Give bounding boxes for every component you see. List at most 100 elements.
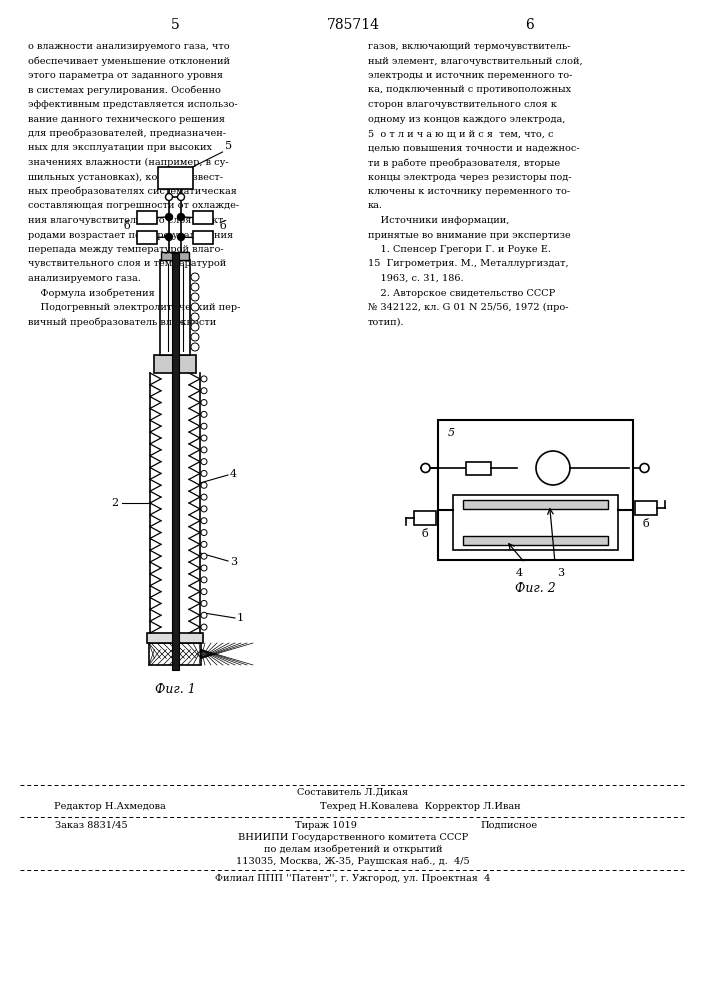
Text: обеспечивает уменьшение отклонений: обеспечивает уменьшение отклонений [28, 56, 230, 66]
Text: одному из концов каждого электрода,: одному из концов каждого электрода, [368, 114, 566, 123]
Circle shape [201, 459, 207, 465]
Text: в системах регулирования. Особенно: в системах регулирования. Особенно [28, 86, 221, 95]
Text: № 342122, кл. G 01 N 25/56, 1972 (про-: № 342122, кл. G 01 N 25/56, 1972 (про- [368, 303, 568, 312]
Circle shape [201, 470, 207, 476]
Bar [465, 462, 491, 475]
Bar [634, 501, 657, 515]
Text: Техред Н.Ковалева  Корректор Л.Иван: Техред Н.Ковалева Корректор Л.Иван [320, 802, 520, 811]
Text: электроды и источник переменного то-: электроды и источник переменного то- [368, 71, 573, 80]
Circle shape [201, 506, 207, 512]
Bar [414, 511, 436, 525]
Circle shape [201, 589, 207, 595]
Text: анализируемого газа.: анализируемого газа. [28, 274, 141, 283]
Bar [160, 260, 190, 355]
Text: Подписное: Подписное [480, 821, 537, 830]
Circle shape [177, 214, 185, 221]
Bar [193, 231, 213, 244]
Bar [137, 211, 157, 224]
Text: 4: 4 [516, 568, 523, 578]
Text: 6: 6 [525, 18, 534, 32]
Bar [462, 536, 607, 545]
Text: концы электрода через резисторы под-: концы электрода через резисторы под- [368, 172, 571, 182]
Text: ключены к источнику переменного то-: ключены к источнику переменного то- [368, 187, 570, 196]
Text: родами возрастает по мере увеличения: родами возрастает по мере увеличения [28, 231, 233, 239]
Circle shape [201, 411, 207, 417]
Circle shape [191, 283, 199, 291]
Text: Формула изобретения: Формула изобретения [28, 288, 155, 298]
Text: ВНИИПИ Государственного комитета СССР: ВНИИПИ Государственного комитета СССР [238, 833, 468, 842]
Text: Источники информации,: Источники информации, [368, 216, 509, 225]
Text: чувствительного слоя и температурой: чувствительного слоя и температурой [28, 259, 226, 268]
Text: по делам изобретений и открытий: по делам изобретений и открытий [264, 845, 443, 854]
Circle shape [191, 273, 199, 281]
Bar [154, 355, 196, 373]
Circle shape [177, 233, 185, 240]
Text: 5: 5 [225, 141, 232, 151]
Circle shape [421, 464, 430, 473]
Text: Тираж 1019: Тираж 1019 [295, 821, 357, 830]
Bar [438, 420, 633, 560]
Text: б: б [421, 529, 428, 539]
Text: вание данного технического решения: вание данного технического решения [28, 114, 225, 123]
Circle shape [201, 577, 207, 583]
Circle shape [201, 482, 207, 488]
Text: б: б [124, 221, 130, 231]
Bar [172, 253, 178, 670]
Text: сторон влагочувствительного слоя к: сторон влагочувствительного слоя к [368, 100, 557, 109]
Circle shape [640, 464, 649, 473]
Circle shape [165, 194, 173, 200]
Text: Фиг. 2: Фиг. 2 [515, 582, 556, 595]
Text: б: б [220, 221, 226, 231]
Circle shape [201, 494, 207, 500]
Text: 5: 5 [448, 428, 455, 438]
Circle shape [191, 333, 199, 341]
Bar [137, 231, 157, 244]
Circle shape [201, 541, 207, 547]
Text: о влажности анализируемого газа, что: о влажности анализируемого газа, что [28, 42, 230, 51]
Circle shape [191, 313, 199, 321]
Text: для преобразователей, предназначен-: для преобразователей, предназначен- [28, 129, 226, 138]
Bar [147, 633, 203, 643]
Circle shape [201, 518, 207, 524]
Text: вичный преобразователь влажности: вичный преобразователь влажности [28, 318, 216, 327]
Text: 113035, Москва, Ж-35, Раушская наб., д.  4/5: 113035, Москва, Ж-35, Раушская наб., д. … [236, 857, 470, 866]
Circle shape [191, 343, 199, 351]
Circle shape [191, 303, 199, 311]
Text: 2. Авторское свидетельство СССР: 2. Авторское свидетельство СССР [368, 288, 555, 298]
Text: Составитель Л.Дикая: Составитель Л.Дикая [298, 788, 409, 797]
Bar [462, 500, 607, 509]
Text: газов, включающий термочувствитель-: газов, включающий термочувствитель- [368, 42, 571, 51]
Text: 1. Спенсер Грегори Г. и Роуке Е.: 1. Спенсер Грегори Г. и Роуке Е. [368, 245, 551, 254]
Text: шильных установках), когда в извест-: шильных установках), когда в извест- [28, 172, 223, 182]
Circle shape [201, 553, 207, 559]
Bar [161, 252, 189, 260]
Text: 4: 4 [230, 469, 237, 479]
Circle shape [201, 388, 207, 394]
Circle shape [165, 214, 173, 221]
Text: ка.: ка. [368, 202, 383, 211]
Text: 2: 2 [111, 498, 118, 508]
Text: перепада между температурой влаго-: перепада между температурой влаго- [28, 245, 223, 254]
Bar [149, 643, 201, 665]
Text: 15  Гигрометрия. М., Металлургиздат,: 15 Гигрометрия. М., Металлургиздат, [368, 259, 568, 268]
Text: Заказ 8831/45: Заказ 8831/45 [55, 821, 128, 830]
Text: 5  о т л и ч а ю щ и й с я  тем, что, с: 5 о т л и ч а ю щ и й с я тем, что, с [368, 129, 554, 138]
Text: ных преобразователях систематическая: ных преобразователях систематическая [28, 187, 237, 196]
Circle shape [201, 435, 207, 441]
Text: принятые во внимание при экспертизе: принятые во внимание при экспертизе [368, 231, 571, 239]
Circle shape [177, 194, 185, 200]
Text: ти в работе преобразователя, вторые: ти в работе преобразователя, вторые [368, 158, 560, 167]
Bar [452, 495, 617, 550]
Circle shape [201, 423, 207, 429]
Text: эффективным представляется использо-: эффективным представляется использо- [28, 100, 238, 109]
Circle shape [201, 612, 207, 618]
Text: ных для эксплуатации при высоких: ных для эксплуатации при высоких [28, 143, 212, 152]
Circle shape [191, 323, 199, 331]
Text: 1: 1 [237, 613, 244, 623]
Circle shape [201, 447, 207, 453]
Text: ный элемент, влагочувствительный слой,: ный элемент, влагочувствительный слой, [368, 56, 583, 66]
Circle shape [536, 451, 570, 485]
Text: значениях влажности (например, в су-: значениях влажности (например, в су- [28, 158, 228, 167]
Text: ния влагочувствительного слоя элект-: ния влагочувствительного слоя элект- [28, 216, 227, 225]
Text: составляющая погрешности от охлажде-: составляющая погрешности от охлажде- [28, 202, 239, 211]
